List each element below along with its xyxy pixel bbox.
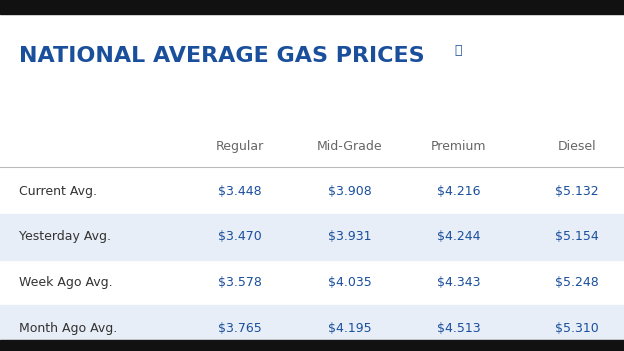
Text: $3.765: $3.765 [218, 322, 262, 335]
Text: $4.195: $4.195 [328, 322, 371, 335]
Text: NATIONAL AVERAGE GAS PRICES: NATIONAL AVERAGE GAS PRICES [19, 46, 424, 66]
Text: $4.513: $4.513 [437, 322, 480, 335]
Bar [0, 305, 624, 351]
Text: Yesterday Avg.: Yesterday Avg. [19, 230, 110, 244]
Text: $5.154: $5.154 [555, 230, 599, 244]
Text: Current Avg.: Current Avg. [19, 185, 97, 198]
Text: Mid-Grade: Mid-Grade [316, 140, 383, 153]
Text: Diesel: Diesel [558, 140, 597, 153]
Text: $4.035: $4.035 [328, 276, 371, 289]
Text: $4.244: $4.244 [437, 230, 480, 244]
Text: $5.248: $5.248 [555, 276, 599, 289]
Text: Premium: Premium [431, 140, 486, 153]
Text: $3.470: $3.470 [218, 230, 262, 244]
Text: Week Ago Avg.: Week Ago Avg. [19, 276, 112, 289]
Text: $3.908: $3.908 [328, 185, 371, 198]
Text: $5.310: $5.310 [555, 322, 599, 335]
Text: Month Ago Avg.: Month Ago Avg. [19, 322, 117, 335]
Text: $3.448: $3.448 [218, 185, 262, 198]
Bar [0, 340, 624, 351]
Text: $4.343: $4.343 [437, 276, 480, 289]
Text: $4.216: $4.216 [437, 185, 480, 198]
Text: Regular: Regular [216, 140, 265, 153]
Bar [0, 214, 624, 260]
Text: $5.132: $5.132 [555, 185, 599, 198]
Text: ⓘ: ⓘ [454, 44, 462, 57]
Text: $3.578: $3.578 [218, 276, 262, 289]
Bar [0, 0, 624, 14]
Text: $3.931: $3.931 [328, 230, 371, 244]
